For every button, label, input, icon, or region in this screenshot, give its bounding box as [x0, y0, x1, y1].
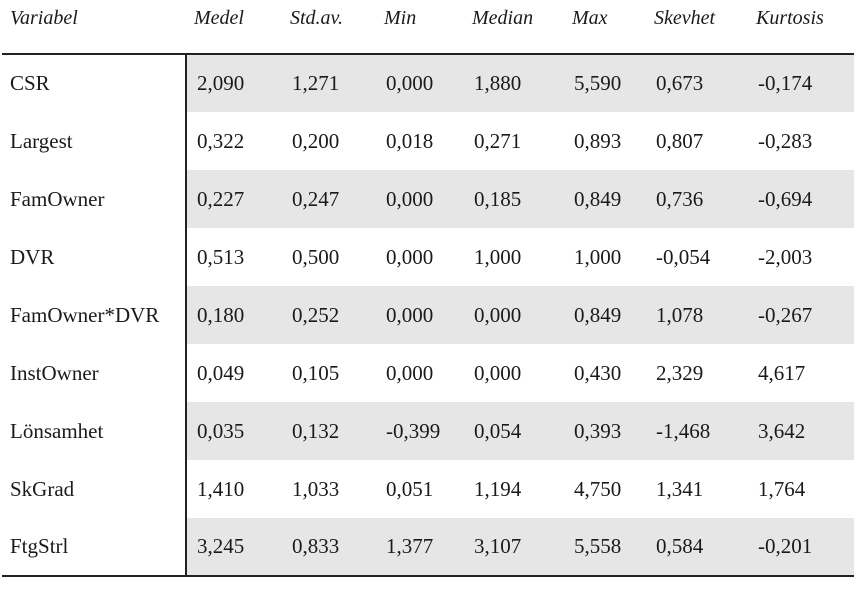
cell-min: 0,051	[386, 476, 434, 501]
cell-median: 0,185	[464, 170, 564, 228]
table-row: SkGrad 1,410 1,033 0,051 1,194 4,750 1,341 1,76…	[2, 460, 854, 518]
header-std-av: Std.av.	[282, 0, 376, 55]
cell-min: 0,000	[376, 170, 464, 228]
cell-max: 5,590	[564, 54, 646, 112]
header-kurtosis: Kurtosis	[748, 0, 854, 55]
table-header: Variabel Medel Std.av. Min Median Max Sk…	[2, 0, 854, 55]
table-row: DVR 0,513 0,500 0,000 1,000 1,000 -0,054 -2,003	[2, 228, 854, 286]
cell-std-av: 0,500	[292, 244, 340, 269]
table-row: FtgStrl 3,245 0,833 1,377 3,107 5,558 0,584 -0,…	[2, 518, 854, 577]
cell-skevhet: 0,673	[646, 54, 748, 112]
header-row: Variabel Medel Std.av. Min Median Max Sk…	[2, 0, 854, 55]
cell-skevhet: 0,584	[646, 518, 748, 577]
cell-skevhet: 0,807	[656, 128, 704, 153]
cell-median: 1,000	[474, 244, 522, 269]
row-label: Largest	[2, 112, 187, 170]
cell-max: 4,750	[574, 476, 622, 501]
cell-skevhet: -1,468	[646, 402, 748, 460]
cell-std-av: 0,833	[282, 518, 376, 577]
cell-skevhet: -0,054	[656, 244, 711, 269]
cell-min: 0,000	[386, 244, 434, 269]
cell-kurtosis: -0,694	[748, 170, 854, 228]
cell-min: 0,018	[386, 128, 434, 153]
cell-skevhet: 1,078	[646, 286, 748, 344]
row-label: DVR	[2, 228, 187, 286]
cell-median: 0,000	[464, 286, 564, 344]
table-row: Largest 0,322 0,200 0,018 0,271 0,893 0,807 -0,…	[2, 112, 854, 170]
table-row: CSR 2,090 1,271 0,000 1,880 5,590 0,673 -0,174	[2, 54, 854, 112]
cell-std-av: 1,271	[282, 54, 376, 112]
cell-max: 0,430	[574, 360, 622, 385]
cell-max: 0,849	[564, 286, 646, 344]
cell-kurtosis: -2,003	[758, 244, 813, 269]
table-row: FamOwner 0,227 0,247 0,000 0,185 0,849 0,736 -0…	[2, 170, 854, 228]
table-row: Lönsamhet 0,035 0,132 -0,399 0,054 0,393 -1,46…	[2, 402, 854, 460]
cell-min: 0,000	[376, 286, 464, 344]
cell-max: 5,558	[564, 518, 646, 577]
cell-max: 0,393	[564, 402, 646, 460]
header-median: Median	[464, 0, 564, 55]
row-label: InstOwner	[2, 344, 187, 402]
cell-medel: 0,513	[197, 244, 245, 269]
cell-std-av: 0,132	[282, 402, 376, 460]
cell-median: 3,107	[464, 518, 564, 577]
cell-medel: 3,245	[186, 518, 282, 577]
cell-std-av: 0,247	[282, 170, 376, 228]
cell-std-av: 0,200	[292, 128, 340, 153]
row-label: FamOwner	[2, 170, 187, 228]
cell-medel: 2,090	[186, 54, 282, 112]
cell-kurtosis: 3,642	[748, 402, 854, 460]
cell-skevhet: 2,329	[656, 360, 704, 385]
cell-medel: 1,410	[197, 476, 245, 501]
cell-kurtosis: 1,764	[758, 476, 806, 501]
table-row: FamOwner*DVR 0,180 0,252 0,000 0,000 0,849 1,0…	[2, 286, 854, 344]
cell-std-av: 0,252	[282, 286, 376, 344]
row-label: FamOwner*DVR	[2, 286, 187, 344]
cell-medel: 0,227	[186, 170, 282, 228]
row-label: CSR	[2, 54, 187, 112]
cell-skevhet: 1,341	[656, 476, 704, 501]
cell-kurtosis: 4,617	[758, 360, 806, 385]
cell-medel: 0,035	[186, 402, 282, 460]
cell-median: 0,000	[474, 360, 522, 385]
cell-kurtosis: -0,267	[748, 286, 854, 344]
cell-min: -0,399	[376, 402, 464, 460]
cell-std-av: 1,033	[292, 476, 340, 501]
cell-median: 1,880	[464, 54, 564, 112]
cell-medel: 0,049	[197, 360, 245, 385]
cell-kurtosis: -0,174	[748, 54, 854, 112]
header-variabel: Variabel	[2, 0, 186, 55]
cell-max: 0,849	[564, 170, 646, 228]
row-label: FtgStrl	[2, 518, 187, 577]
cell-medel: 0,322	[197, 128, 245, 153]
header-medel: Medel	[186, 0, 282, 55]
cell-medel: 0,180	[186, 286, 282, 344]
table-body: CSR 2,090 1,271 0,000 1,880 5,590 0,673 -0,174 L…	[2, 54, 854, 577]
cell-kurtosis: -0,201	[748, 518, 854, 577]
cell-skevhet: 0,736	[646, 170, 748, 228]
cell-max: 0,893	[574, 128, 622, 153]
header-min: Min	[376, 0, 464, 55]
header-skevhet: Skevhet	[646, 0, 748, 55]
cell-min: 1,377	[376, 518, 464, 577]
cell-kurtosis: -0,283	[758, 128, 813, 153]
cell-min: 0,000	[386, 360, 434, 385]
header-max: Max	[564, 0, 646, 55]
row-label: Lönsamhet	[2, 402, 187, 460]
cell-median: 0,054	[464, 402, 564, 460]
cell-max: 1,000	[574, 244, 622, 269]
cell-median: 0,271	[474, 128, 522, 153]
descriptive-statistics-table: Variabel Medel Std.av. Min Median Max Sk…	[2, 0, 854, 577]
row-label: SkGrad	[2, 460, 187, 518]
cell-std-av: 0,105	[292, 360, 340, 385]
cell-min: 0,000	[376, 54, 464, 112]
table-row: InstOwner 0,049 0,105 0,000 0,000 0,430 2,329 4…	[2, 344, 854, 402]
cell-median: 1,194	[474, 476, 522, 501]
